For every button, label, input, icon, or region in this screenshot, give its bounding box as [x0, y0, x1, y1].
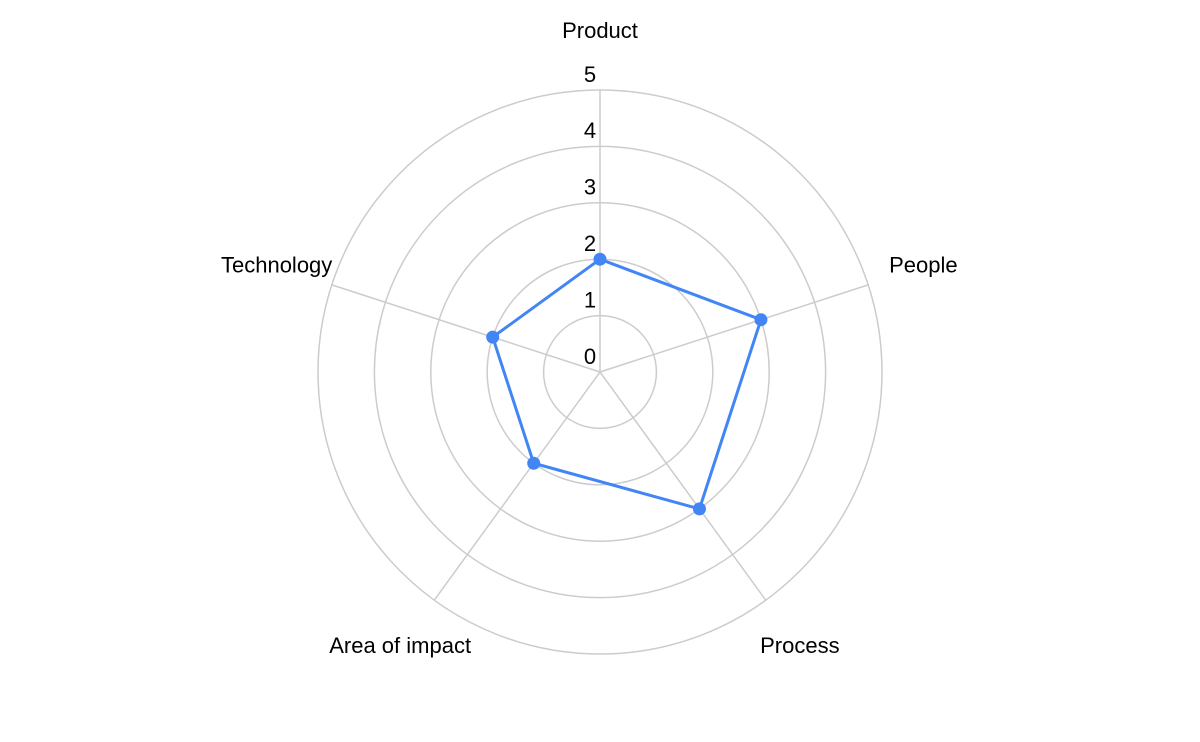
r-tick-label: 2 [584, 231, 596, 256]
r-tick-label: 3 [584, 175, 596, 200]
axis-spoke [599, 371, 767, 601]
data-point [754, 313, 768, 327]
category-label: Technology [221, 253, 332, 278]
data-point [527, 456, 541, 470]
r-tick-label: 1 [584, 287, 596, 312]
category-label: Area of impact [329, 633, 471, 658]
series-line [491, 257, 763, 511]
axis-spoke [433, 371, 601, 601]
data-point [692, 502, 706, 516]
category-label: People [889, 253, 958, 278]
r-tick-label: 4 [584, 118, 596, 143]
data-point [593, 252, 607, 266]
category-label: Process [760, 633, 839, 658]
r-tick-label: 0 [584, 344, 596, 369]
r-tick-label: 5 [584, 62, 596, 87]
axis-spoke [331, 284, 601, 373]
axis-spoke [599, 284, 869, 373]
category-label: Product [562, 18, 638, 43]
data-point [486, 330, 500, 344]
